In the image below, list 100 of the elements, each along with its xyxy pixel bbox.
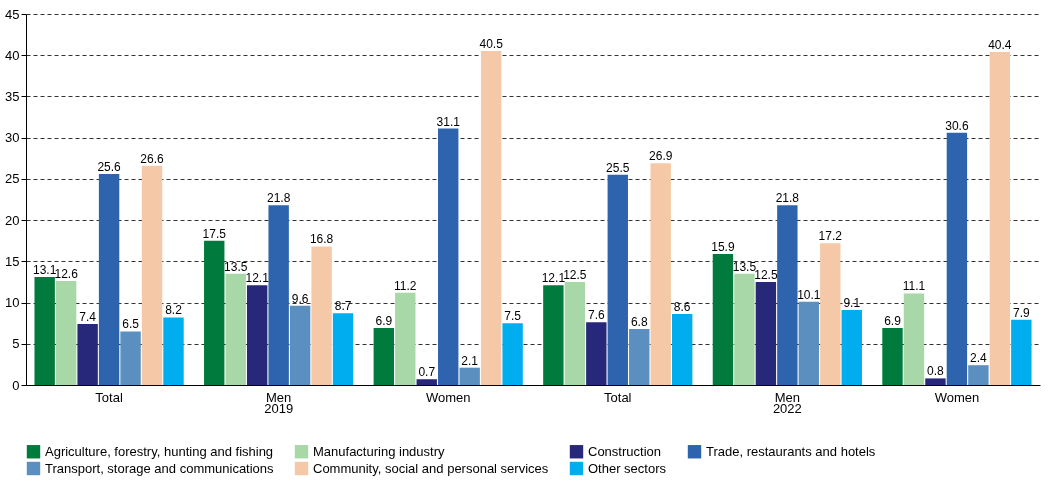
bar [395,292,416,385]
x-tick-label: Men [774,389,800,405]
bar [204,240,225,385]
bar [98,173,120,385]
data-label: 2.1 [461,353,479,368]
data-label: 9.6 [291,291,309,306]
y-tick-label: 35 [5,88,20,104]
bar [332,313,354,385]
bar [586,322,607,385]
x-tick-label: Total [95,389,123,405]
data-label: 2.4 [970,351,988,366]
bar [820,243,841,385]
bar [289,305,311,385]
data-label: 21.8 [266,191,291,206]
data-label: 12.6 [54,267,79,282]
y-tick-label: 5 [12,336,20,352]
data-label: 0.7 [418,365,436,380]
bar [163,317,184,385]
data-label: 15.9 [711,239,735,254]
bar [798,301,820,385]
bar [480,51,502,385]
bar [438,128,459,385]
data-label: 9.1 [843,295,861,310]
data-label: 11.2 [394,278,417,293]
data-label: 17.5 [202,226,227,241]
bar [246,285,268,385]
legend-label: Transport, storage and communications [45,460,275,476]
bar [311,246,332,385]
bar [629,328,650,385]
y-tick-label: 0 [12,377,20,393]
data-label: 26.9 [649,149,673,164]
data-label: 7.5 [504,309,522,324]
data-label: 13.1 [33,263,57,277]
legend-label: Trade, restaurants and hotels [706,443,876,459]
bar [777,205,798,385]
bar [607,174,628,385]
data-label: 6.9 [884,314,902,329]
bar [373,328,395,385]
bar [416,379,437,385]
data-label: 25.5 [606,160,630,175]
data-label: 13.5 [224,259,248,274]
bar [755,281,777,385]
bar [502,323,523,385]
y-tick-label: 30 [5,130,20,146]
bar [543,285,564,385]
bar [903,293,925,385]
data-label: 6.9 [375,314,393,329]
data-label: 26.6 [140,151,165,166]
y-tick-label: 10 [5,295,20,311]
data-label: 17.2 [818,229,843,244]
bar [989,51,1011,385]
data-label: 21.8 [775,191,800,206]
data-label: 40.5 [479,37,504,52]
data-label: 30.6 [945,118,969,133]
data-label: 10.1 [797,287,821,302]
y-tick-label: 25 [5,171,20,187]
y-tick-label: 20 [5,212,20,228]
bar [841,309,862,385]
x-tick-label: Women [934,389,980,405]
data-label: 31.1 [436,114,461,129]
bar [650,163,671,385]
data-label: 7.6 [587,308,605,323]
data-label: 12.1 [245,271,270,286]
bar [564,281,586,385]
bar [671,314,693,385]
x-tick-label: Total [604,389,632,405]
x-tick-label: Women [425,389,471,405]
data-label: 8.2 [165,303,183,318]
data-label: 12.5 [563,267,587,282]
data-label: 16.8 [309,232,334,247]
bar [141,165,163,385]
bar [734,273,755,385]
bar [968,365,989,385]
bar [120,331,141,385]
y-tick-label: 15 [5,253,20,269]
legend-label: Other sectors [588,460,667,476]
y-tick-label: 45 [5,6,20,22]
data-label: 8.7 [334,299,352,314]
data-label: 25.6 [97,159,122,174]
bar [225,273,246,385]
bar [946,132,968,385]
bar [712,253,734,385]
bar [882,328,903,385]
data-label: 7.9 [1012,305,1030,320]
data-label: 0.8 [927,364,945,379]
data-label: 40.4 [988,37,1012,52]
x-tick-label: Men [266,389,292,405]
data-label: 8.6 [673,300,691,315]
data-label: 6.8 [630,314,648,329]
data-label: 7.4 [79,309,97,324]
bar [459,367,480,385]
legend-label: Construction [588,443,661,459]
legend-label: Agriculture, forestry, hunting and fishing [45,443,274,459]
bar [925,378,946,385]
data-label: 6.5 [122,317,140,332]
legend-label: Manufacturing industry [313,443,446,459]
bar [77,323,98,385]
y-tick-label: 40 [5,47,20,63]
bar [1011,319,1032,385]
bar [55,281,77,385]
